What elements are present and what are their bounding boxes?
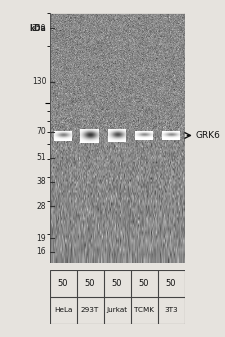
Text: 38: 38 bbox=[37, 177, 46, 186]
Text: 3T3: 3T3 bbox=[164, 307, 178, 313]
Text: 70: 70 bbox=[36, 127, 46, 136]
Text: HeLa: HeLa bbox=[54, 307, 72, 313]
Text: 50: 50 bbox=[85, 279, 95, 287]
Text: 19: 19 bbox=[37, 234, 46, 243]
Text: GRK6: GRK6 bbox=[196, 131, 221, 140]
Text: 28: 28 bbox=[37, 202, 46, 211]
Text: 130: 130 bbox=[32, 77, 46, 86]
Text: 50: 50 bbox=[166, 279, 176, 287]
Text: 51: 51 bbox=[37, 153, 46, 162]
Text: 50: 50 bbox=[58, 279, 68, 287]
Text: Jurkat: Jurkat bbox=[106, 307, 128, 313]
Text: TCMK: TCMK bbox=[134, 307, 154, 313]
Text: 50: 50 bbox=[139, 279, 149, 287]
Text: 16: 16 bbox=[37, 247, 46, 256]
Text: 250: 250 bbox=[32, 24, 46, 33]
Text: kDa: kDa bbox=[29, 24, 46, 33]
Text: 50: 50 bbox=[112, 279, 122, 287]
Text: 293T: 293T bbox=[81, 307, 99, 313]
